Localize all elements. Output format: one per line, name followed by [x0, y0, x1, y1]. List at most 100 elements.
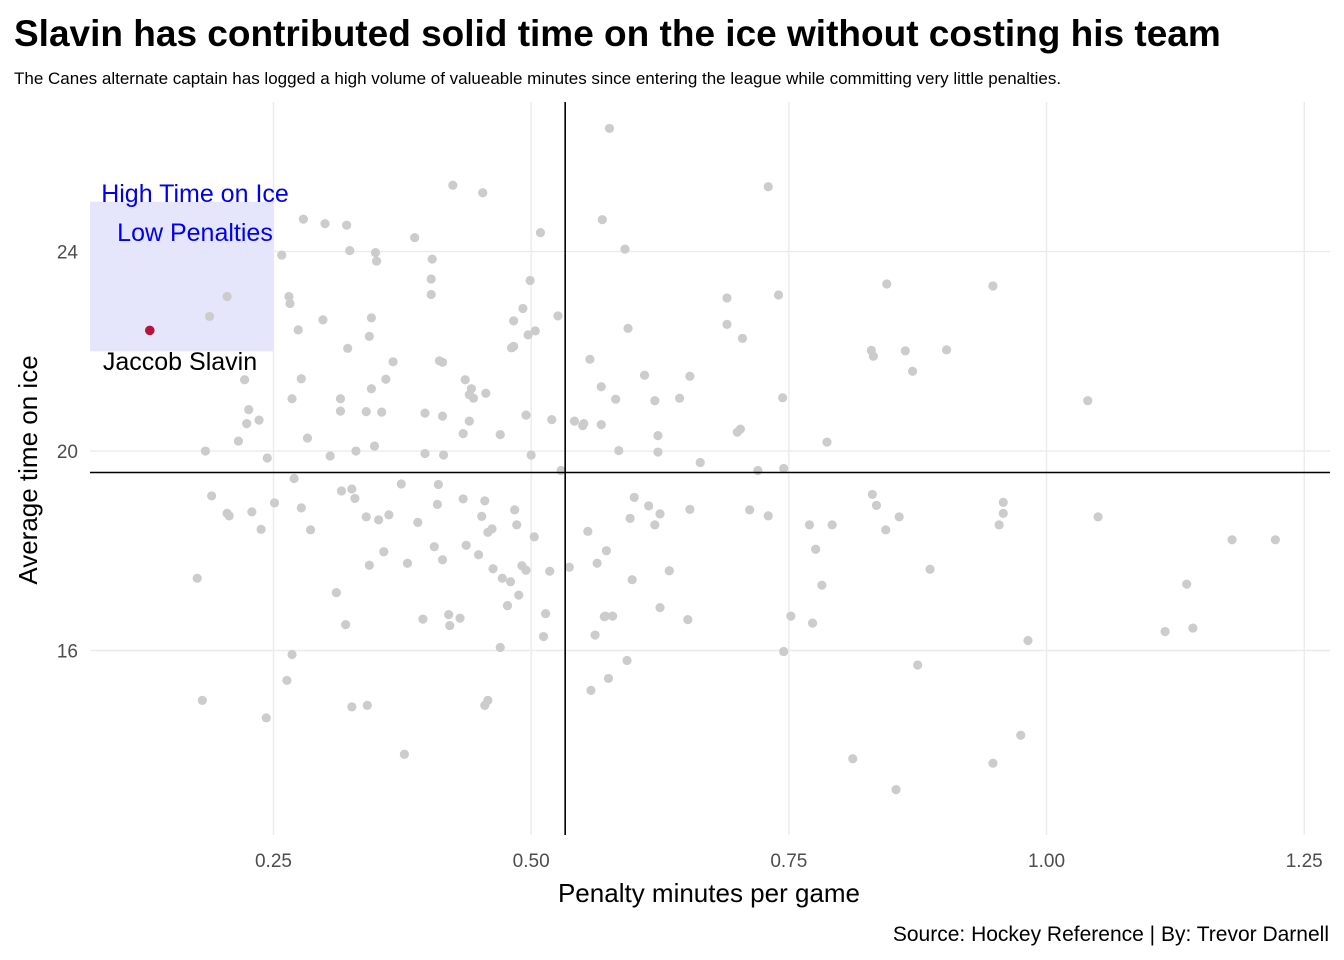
data-point [530, 326, 540, 336]
data-point [362, 700, 372, 710]
data-point [432, 499, 442, 510]
data-point [347, 702, 357, 712]
data-point [988, 758, 998, 768]
data-point [287, 649, 297, 660]
data-point [244, 405, 254, 415]
reference-lines [90, 102, 1330, 835]
data-point [811, 544, 821, 554]
region-label-line-2: Low Penalties [117, 219, 273, 247]
x-axis-title: Penalty minutes per game [558, 878, 860, 908]
data-point [509, 341, 519, 351]
data-point [224, 511, 234, 521]
data-point [614, 445, 624, 456]
data-point [538, 631, 549, 642]
data-point [585, 354, 595, 364]
data-point [497, 573, 507, 583]
data-point [685, 504, 695, 514]
data-point [644, 501, 654, 511]
data-point [418, 614, 428, 624]
annotations: High Time on Ice Low Penalties Jaccob Slav… [101, 180, 289, 376]
data-point [753, 465, 763, 476]
data-point [998, 508, 1008, 518]
data-point [350, 493, 360, 504]
data-point [277, 250, 287, 260]
data-point [1188, 623, 1198, 633]
data-point [296, 374, 306, 384]
data-point [461, 540, 471, 550]
data-point [448, 180, 458, 190]
data-point [361, 512, 371, 522]
data-point [480, 496, 490, 506]
data-point [655, 603, 665, 613]
data-point [361, 407, 371, 417]
y-tick-label: 20 [57, 442, 78, 463]
data-point [287, 394, 297, 404]
data-point [335, 406, 346, 416]
data-point [377, 407, 387, 417]
data-point [1270, 535, 1280, 545]
data-point [521, 565, 531, 575]
data-point [374, 515, 384, 525]
data-point [722, 293, 732, 303]
data-point [502, 601, 513, 611]
data-point [371, 256, 382, 266]
x-tick-label: 1.25 [1286, 851, 1323, 872]
data-point [627, 575, 637, 585]
x-tick-label: 0.75 [770, 851, 807, 872]
data-point [477, 511, 487, 521]
data-point [413, 517, 423, 527]
data-point [579, 419, 589, 429]
data-point [526, 450, 536, 460]
data-point [521, 410, 531, 420]
data-point [596, 420, 606, 430]
data-point [804, 520, 815, 530]
data-point [325, 451, 335, 461]
data-point [437, 411, 448, 421]
data-point [289, 473, 299, 484]
data-point [505, 577, 516, 587]
highlight-point-label: Jaccob Slavin [103, 348, 257, 376]
x-tick-label: 1.00 [1028, 851, 1065, 872]
data-point [254, 415, 264, 425]
data-point [763, 182, 773, 192]
data-point [763, 511, 773, 521]
data-point [481, 388, 491, 398]
data-point [894, 512, 904, 522]
axis-ticks: 0.25 0.50 0.75 1.00 1.25 16 20 24 [57, 243, 1323, 872]
data-point [1227, 535, 1237, 545]
data-point [639, 370, 650, 380]
data-point [320, 219, 330, 229]
data-point [553, 311, 563, 321]
data-point [622, 655, 632, 666]
data-point [817, 580, 827, 590]
data-point [655, 509, 665, 519]
data-point [487, 524, 497, 534]
data-point [913, 660, 923, 670]
data-point [351, 446, 361, 456]
data-point [370, 247, 381, 258]
highlight-region [90, 201, 274, 352]
data-point [509, 316, 519, 326]
data-point [222, 291, 232, 302]
data-point [285, 298, 295, 309]
data-point [495, 429, 505, 440]
data-point [207, 491, 217, 501]
data-point [347, 484, 357, 494]
data-point [410, 233, 420, 243]
data-point [200, 446, 211, 456]
data-point [611, 394, 621, 404]
data-point [262, 453, 272, 463]
data-point [827, 520, 837, 530]
data-point [369, 441, 380, 451]
data-point [529, 532, 539, 542]
data-point [444, 610, 454, 620]
data-point [247, 507, 257, 517]
data-point [483, 695, 493, 705]
data-point [1160, 626, 1170, 637]
data-point [192, 573, 202, 583]
data-point [433, 479, 443, 490]
data-point [437, 555, 448, 565]
data-point [994, 520, 1004, 530]
data-point [460, 375, 470, 385]
